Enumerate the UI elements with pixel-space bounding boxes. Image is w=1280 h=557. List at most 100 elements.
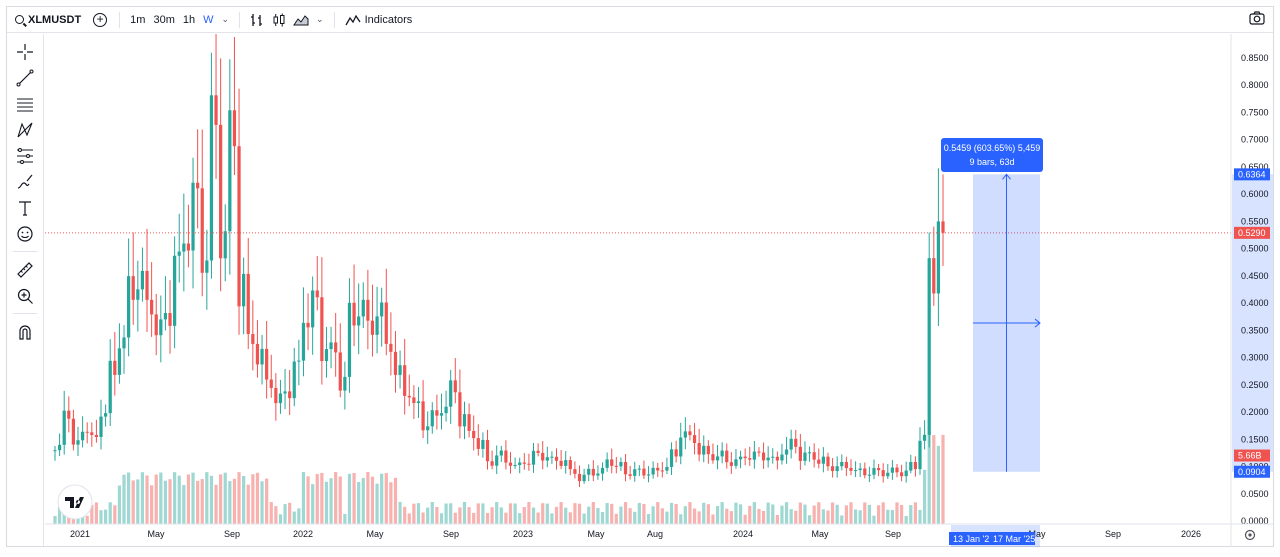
zoom-in-icon[interactable] — [15, 286, 35, 306]
time-axis[interactable]: 2021 May Sep 2022 May Sep 2023 May Aug 2024 May Sep… — [70, 529, 1201, 539]
volume-bar — [752, 502, 756, 524]
fib-icon[interactable] — [15, 146, 35, 166]
candle-body — [587, 468, 591, 475]
crosshair-icon[interactable] — [15, 42, 35, 62]
area-chart-type-icon[interactable] — [292, 11, 310, 29]
volume-bar — [177, 475, 181, 524]
candle-body — [237, 146, 241, 307]
candle-body — [679, 437, 683, 457]
volume-bar — [853, 509, 858, 524]
candle-body — [150, 299, 154, 315]
candle-body — [393, 351, 398, 375]
magnet-icon[interactable] — [15, 322, 35, 342]
candle-body — [899, 472, 904, 477]
last-price: 0.5290 — [1238, 228, 1266, 238]
candle-body — [600, 467, 605, 474]
chart-window: XLMUSDT + 1m 30m 1h W ⌄ ⌄ Indicators — [6, 6, 1274, 547]
volume-bar — [835, 504, 839, 524]
candle-body — [531, 450, 536, 465]
emoji-icon[interactable] — [15, 224, 35, 244]
trend-line-icon[interactable] — [15, 68, 35, 88]
horizontal-lines-icon[interactable] — [15, 94, 35, 114]
candle-body — [490, 461, 494, 466]
time-tick-label: 2026 — [1181, 529, 1201, 539]
volume-bar — [214, 484, 218, 524]
volume-bar — [881, 502, 885, 524]
candle-body — [467, 414, 471, 431]
interval-1h[interactable]: 1h — [182, 13, 196, 26]
candle-body — [564, 460, 568, 466]
price-chart[interactable]: 0.5459 (603.65%) 5,459 9 bars, 63d 0.850… — [45, 22, 1273, 547]
interval-w[interactable]: W — [203, 13, 214, 26]
candle-body — [449, 380, 453, 407]
volume-bar — [927, 432, 931, 524]
compare-symbol-icon[interactable]: + — [93, 12, 108, 27]
ruler-icon[interactable] — [15, 260, 35, 280]
candle-body — [752, 451, 756, 460]
candle-body — [656, 467, 660, 471]
candle-body — [297, 360, 301, 362]
volume-bar — [485, 512, 490, 524]
volume-bar — [453, 512, 457, 524]
price-tick-label: 0.1500 — [1241, 434, 1269, 444]
candles-chart-type-icon[interactable] — [270, 11, 288, 29]
interval-30m[interactable]: 30m — [153, 13, 175, 26]
volume-bars — [53, 432, 945, 524]
brush-icon[interactable] — [15, 172, 35, 192]
candle-body — [927, 258, 931, 435]
candle-body — [669, 449, 674, 467]
candle-body — [780, 454, 784, 461]
interval-1m[interactable]: 1m — [130, 13, 146, 26]
candle-body — [909, 462, 913, 471]
time-tick-label: May — [366, 529, 384, 539]
chart-area[interactable]: 0.5459 (603.65%) 5,459 9 bars, 63d 0.850… — [45, 22, 1273, 547]
price-tick-label: 0.7500 — [1241, 107, 1269, 117]
volume-bar — [651, 506, 655, 524]
candle-body — [922, 434, 927, 441]
price-tick-label: 0.0500 — [1241, 489, 1269, 499]
symbol-label: XLMUSDT — [28, 13, 82, 26]
volume-bar — [734, 502, 738, 524]
volume-bar — [513, 503, 517, 524]
symbol-search[interactable]: XLMUSDT — [7, 7, 85, 33]
candle-body — [421, 401, 425, 431]
volume-bar — [472, 512, 476, 524]
bar-chart-type-icon[interactable] — [248, 11, 266, 29]
candle-body — [191, 182, 195, 251]
price-tick-label: 0.8000 — [1241, 80, 1269, 90]
volume-bar — [407, 513, 411, 524]
volume-bar — [886, 509, 890, 524]
candle-body — [384, 302, 388, 344]
candle-body — [743, 456, 747, 459]
volume-bar — [196, 480, 200, 524]
candle-body — [766, 457, 770, 461]
candle-body — [380, 302, 384, 317]
volume-bar — [554, 506, 559, 524]
axis-settings-icon[interactable] — [1244, 529, 1256, 541]
volume-bar — [108, 502, 112, 524]
candle-body — [518, 462, 522, 466]
toolbar-separator — [119, 11, 121, 28]
camera-icon[interactable] — [1249, 11, 1265, 28]
candle-body — [904, 470, 908, 477]
volume-bar — [909, 505, 913, 524]
time-tick-label: Sep — [1105, 529, 1121, 539]
chevron-down-icon[interactable]: ⌄ — [221, 14, 230, 24]
candle-body — [320, 297, 324, 362]
volume-bar — [573, 503, 577, 524]
measure-tool[interactable]: 0.5459 (603.65%) 5,459 9 bars, 63d — [941, 138, 1043, 472]
volume-bar — [895, 502, 899, 524]
candle-body — [886, 472, 890, 477]
price-tick-label: 0.3500 — [1241, 325, 1269, 335]
candle-body — [228, 110, 232, 232]
volume-bar — [205, 472, 209, 524]
volume-bar — [324, 481, 329, 524]
volume-bar — [679, 514, 683, 524]
text-icon[interactable] — [15, 198, 35, 218]
pattern-icon[interactable] — [15, 120, 35, 140]
candle-body — [145, 270, 149, 300]
candle-body — [444, 406, 448, 414]
chevron-down-icon[interactable]: ⌄ — [316, 14, 324, 24]
indicators-button[interactable]: Indicators — [341, 7, 417, 33]
volume-bar — [255, 472, 260, 524]
